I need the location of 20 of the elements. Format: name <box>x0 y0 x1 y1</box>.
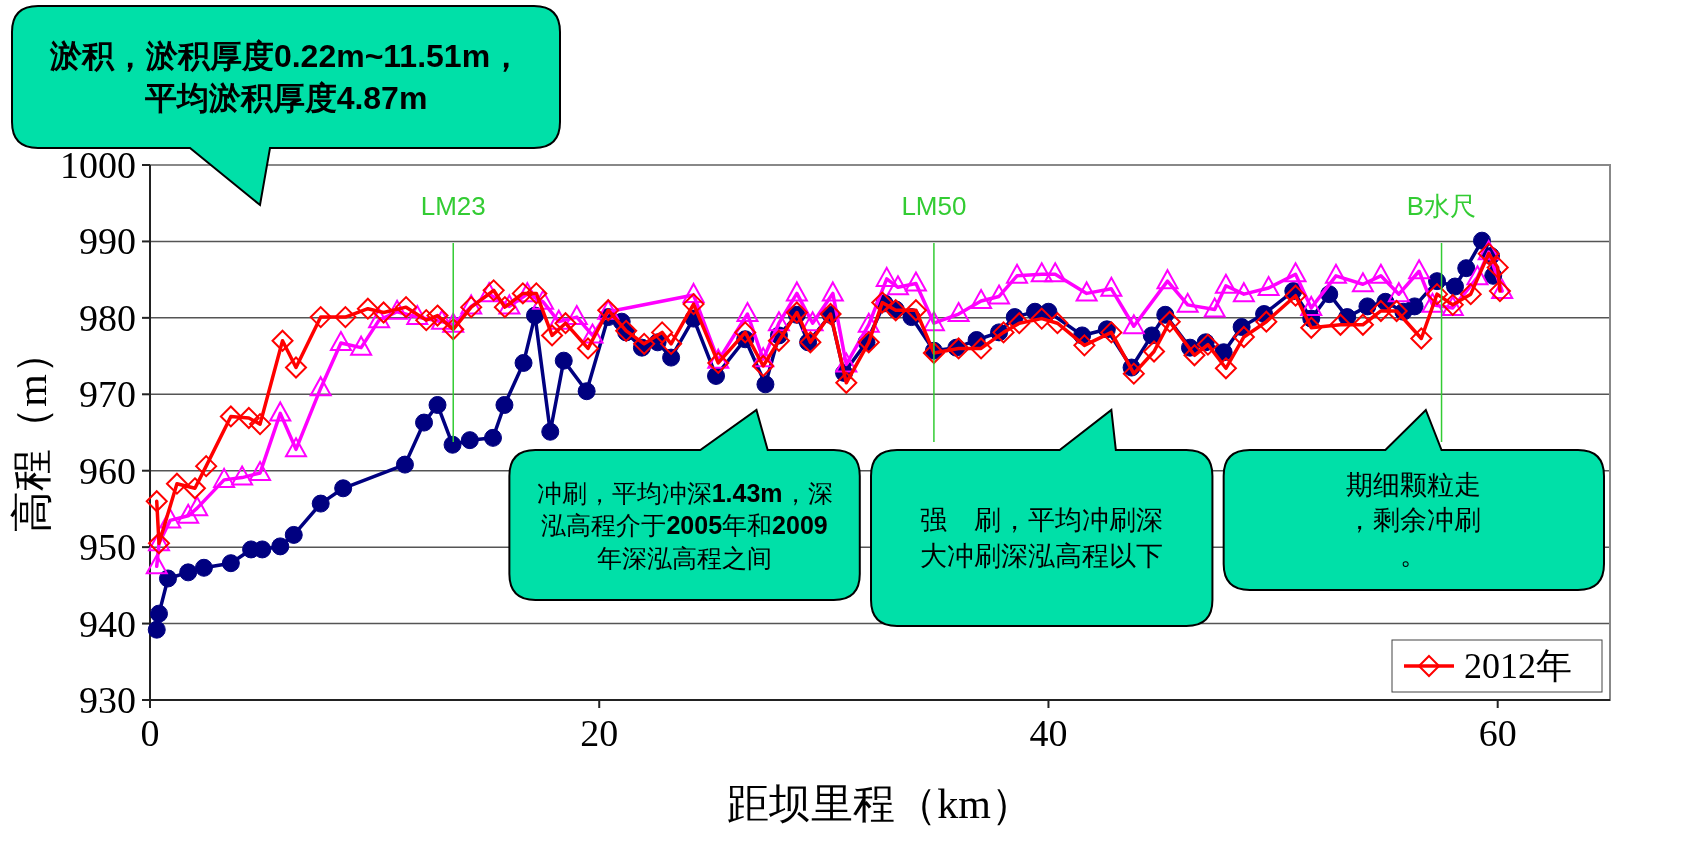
x-tick-label: 20 <box>580 712 619 754</box>
ref-line-label: B水尺 <box>1406 191 1477 221</box>
y-tick-label: 930 <box>79 679 136 721</box>
x-tick-label: 60 <box>1478 712 1517 754</box>
y-tick-label: 1000 <box>60 144 136 186</box>
y-tick-label: 990 <box>79 220 136 263</box>
y-axis-title: 高程（m） <box>9 332 55 533</box>
y-tick-label: 950 <box>79 526 136 569</box>
annotation: 强 刷，平均冲刷深大冲刷深泓高程以下 <box>920 505 1164 571</box>
y-tick-label: 980 <box>79 296 136 339</box>
x-axis-title: 距坝里程（km） <box>727 781 1033 827</box>
y-tick-label: 970 <box>79 373 136 416</box>
legend-label: 2012年 <box>1464 646 1572 686</box>
annotation: 期细颗粒走，剩余冲刷。 <box>1346 469 1482 571</box>
y-tick-label: 940 <box>79 602 136 645</box>
y-tick-label: 960 <box>79 449 136 492</box>
ref-line-label: LM23 <box>420 191 486 221</box>
x-tick-label: 40 <box>1029 712 1068 754</box>
ref-line-label: LM50 <box>901 191 967 221</box>
x-tick-label: 0 <box>140 712 160 754</box>
